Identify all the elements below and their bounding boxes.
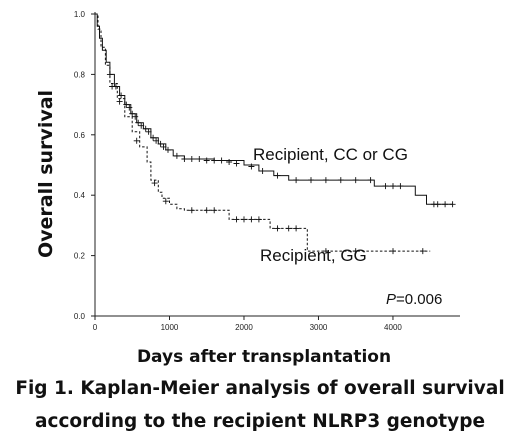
p-value-letter: P — [386, 291, 396, 308]
censor-mark-gg — [151, 180, 158, 187]
censor-mark-cc-cg — [259, 168, 266, 174]
y-tick-label: 0.0 — [74, 312, 86, 321]
axes: 0.0 0.2 0.4 0.6 0.8 1.0 0 1000 2000 3000 4000 — [74, 10, 460, 332]
p-value-number: =0.006 — [396, 291, 442, 308]
censor-mark-cc-cg — [142, 125, 149, 132]
x-tick-label: 1000 — [161, 323, 179, 332]
censor-mark-gg — [241, 216, 247, 223]
censor-mark-gg — [211, 207, 218, 214]
censor-mark-cc-cg — [123, 101, 130, 108]
censor-mark-gg — [352, 248, 359, 255]
series-label-gg: Recipient, GG — [260, 246, 367, 265]
censor-mark-cc-cg — [382, 183, 389, 190]
survival-curve-cc-cg — [95, 13, 453, 205]
caption-line-2: according to the recipient NLRP3 genotyp… — [35, 411, 485, 432]
censor-marks — [106, 71, 456, 255]
censor-mark-cc-cg — [129, 110, 136, 117]
censor-mark-cc-cg — [196, 156, 203, 162]
censor-mark-gg — [293, 225, 300, 232]
censor-mark-cc-cg — [226, 159, 233, 165]
x-tick-label: 0 — [93, 323, 98, 332]
censor-mark-gg — [116, 98, 123, 105]
series-label-cc-cg: Recipient, CC or CG — [253, 145, 408, 164]
censor-mark-gg — [233, 216, 240, 223]
x-tick-label: 3000 — [310, 323, 328, 332]
censor-mark-gg — [255, 216, 262, 223]
figure-caption: Fig 1. Kaplan-Meier analysis of overall … — [0, 372, 520, 438]
censor-mark-cc-cg — [248, 163, 255, 170]
x-tick-label: 2000 — [235, 323, 253, 332]
censor-mark-cc-cg — [322, 177, 329, 184]
censor-mark-cc-cg — [165, 146, 171, 153]
y-axis-label: Overall survival — [35, 90, 57, 258]
censor-mark-cc-cg — [293, 177, 300, 184]
censor-mark-gg — [188, 207, 195, 214]
censor-mark-cc-cg — [308, 177, 314, 184]
censor-mark-cc-cg — [118, 92, 125, 99]
censor-mark-gg — [133, 137, 140, 144]
censor-mark-cc-cg — [188, 156, 195, 162]
censor-mark-cc-cg — [218, 157, 225, 164]
censor-mark-cc-cg — [145, 128, 152, 135]
censor-mark-gg — [248, 216, 255, 223]
y-tick-label: 1.0 — [74, 10, 86, 19]
censor-mark-gg — [419, 248, 426, 255]
y-tick-label: 0.6 — [74, 131, 86, 140]
censor-mark-cc-cg — [138, 122, 145, 129]
censor-mark-cc-cg — [449, 201, 456, 208]
censor-mark-cc-cg — [135, 119, 142, 126]
censor-mark-cc-cg — [106, 71, 113, 78]
censor-mark-cc-cg — [274, 172, 281, 179]
censor-mark-cc-cg — [233, 160, 240, 167]
censor-mark-cc-cg — [367, 177, 374, 184]
y-tick-label: 0.2 — [74, 252, 86, 261]
censor-mark-gg — [203, 207, 210, 214]
censor-mark-gg — [162, 198, 169, 205]
p-value-annotation: P=0.006 — [386, 291, 442, 308]
censor-mark-cc-cg — [203, 157, 210, 164]
kaplan-meier-chart: 0.0 0.2 0.4 0.6 0.8 1.0 0 1000 2000 3000 4000 Over… — [35, 10, 460, 367]
censor-mark-cc-cg — [337, 177, 344, 184]
censor-mark-cc-cg — [153, 137, 160, 144]
censor-mark-cc-cg — [352, 177, 359, 184]
x-axis-label: Days after transplantation — [137, 347, 391, 367]
x-tick-label: 4000 — [384, 323, 402, 332]
censor-mark-cc-cg — [173, 152, 180, 159]
y-tick-label: 0.8 — [74, 70, 86, 79]
censor-mark-gg — [390, 248, 396, 255]
censor-mark-gg — [285, 225, 292, 232]
caption-line-1: Fig 1. Kaplan-Meier analysis of overall … — [15, 378, 505, 399]
y-tick-label: 0.4 — [74, 191, 86, 200]
censor-mark-cc-cg — [126, 104, 133, 111]
censor-mark-cc-cg — [181, 156, 188, 162]
censor-mark-gg — [274, 225, 281, 232]
censor-mark-gg — [322, 248, 329, 255]
censor-mark-cc-cg — [434, 201, 441, 208]
censor-mark-cc-cg — [211, 157, 218, 164]
censor-mark-cc-cg — [157, 140, 164, 147]
censor-mark-cc-cg — [397, 183, 404, 190]
censor-mark-cc-cg — [390, 183, 396, 190]
censor-mark-cc-cg — [160, 143, 167, 150]
censor-mark-cc-cg — [132, 113, 139, 120]
survival-curve-gg — [95, 13, 431, 252]
censor-mark-cc-cg — [150, 134, 157, 141]
censor-mark-cc-cg — [442, 201, 449, 208]
censor-mark-gg — [109, 83, 116, 90]
